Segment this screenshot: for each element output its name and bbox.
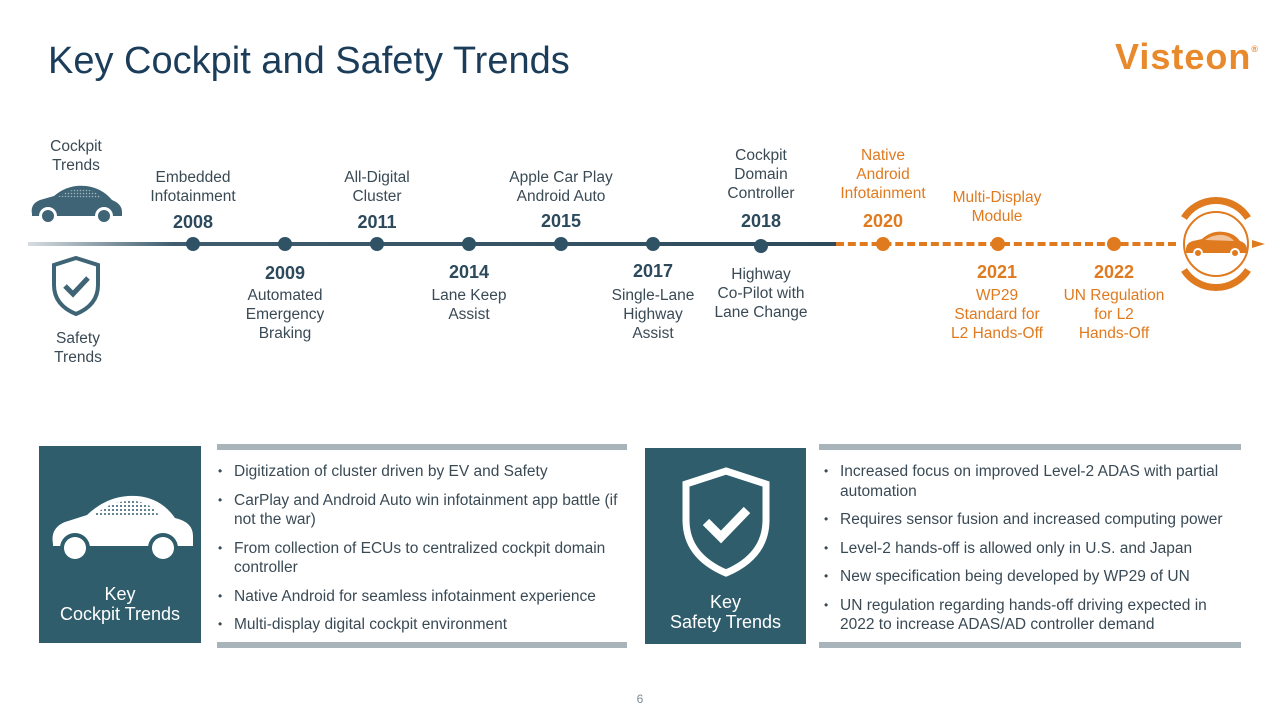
- milestone-year: 2015: [540, 211, 582, 231]
- milestone-label: Automated Emergency Braking: [245, 287, 325, 342]
- shield-icon: [680, 466, 772, 578]
- page-number: 6: [636, 692, 644, 706]
- safety-bottom-bar: [819, 642, 1241, 648]
- milestone-year: 2014: [448, 262, 490, 282]
- shield-icon: [50, 255, 102, 317]
- timeline-dot-2020: [876, 237, 890, 251]
- car-icon: [47, 484, 195, 566]
- list-item: Increased focus on improved Level-2 ADAS…: [822, 462, 1240, 501]
- timeline-dot-2021: [991, 237, 1005, 251]
- milestone-label: Single-Lane Highway Assist: [611, 287, 695, 342]
- list-item: Level-2 hands-off is allowed only in U.S…: [822, 539, 1240, 559]
- milestone-label: Native Android Infotainment: [840, 147, 926, 202]
- list-item: Native Android for seamless infotainment…: [216, 587, 626, 607]
- milestone-label: Apple Car Play Android Auto: [509, 169, 613, 205]
- list-item: From collection of ECUs to centralized c…: [216, 539, 626, 578]
- timeline-dashed-line: [836, 242, 1176, 246]
- milestone-label: Multi-Display Module: [952, 189, 1042, 225]
- timeline-solid-line: [28, 242, 836, 246]
- cockpit-trends-label: Cockpit Trends: [50, 138, 102, 174]
- safety-trends-box: Key Safety Trends: [645, 448, 806, 644]
- timeline-dot-2014: [462, 237, 476, 251]
- timeline-dot-2022: [1107, 237, 1121, 251]
- list-item: Digitization of cluster driven by EV and…: [216, 462, 626, 482]
- milestone-label: Highway Co-Pilot with Lane Change: [714, 266, 808, 321]
- cockpit-bottom-bar: [217, 642, 627, 648]
- safety-top-bar: [819, 444, 1241, 450]
- cockpit-bullets: Digitization of cluster driven by EV and…: [216, 462, 626, 644]
- car-icon: [28, 180, 124, 226]
- timeline-dot-2017: [646, 237, 660, 251]
- list-item: Requires sensor fusion and increased com…: [822, 510, 1240, 530]
- timeline-dot-2008: [186, 237, 200, 251]
- page-title: Key Cockpit and Safety Trends: [48, 40, 570, 82]
- timeline-dot-2018: [754, 239, 768, 253]
- logo-text: Visteon: [1115, 36, 1252, 77]
- list-item: CarPlay and Android Auto win infotainmen…: [216, 491, 626, 530]
- milestone-label: UN Regulation for L2 Hands-Off: [1063, 287, 1165, 342]
- milestone-year: 2017: [632, 261, 674, 281]
- milestone-year: 2021: [976, 262, 1018, 282]
- milestone-label: All-Digital Cluster: [344, 169, 410, 205]
- logo-registered-mark: ®: [1251, 44, 1260, 54]
- milestone-year: 2011: [357, 212, 397, 232]
- milestone-year: 2022: [1093, 262, 1135, 282]
- visteon-logo: Visteon®: [1115, 36, 1259, 78]
- milestone-year: 2009: [264, 263, 306, 283]
- milestone-label: Embedded Infotainment: [150, 169, 236, 205]
- list-item: New specification being developed by WP2…: [822, 567, 1240, 587]
- milestone-year: 2018: [740, 211, 782, 231]
- milestone-label: Cockpit Domain Controller: [727, 147, 795, 202]
- autonomous-car-icon: [1166, 196, 1266, 292]
- cockpit-box-title: Key Cockpit Trends: [59, 584, 181, 624]
- timeline-dot-2015: [554, 237, 568, 251]
- list-item: UN regulation regarding hands-off drivin…: [822, 596, 1240, 635]
- cockpit-top-bar: [217, 444, 627, 450]
- cockpit-trends-box: Key Cockpit Trends: [39, 446, 201, 643]
- safety-trends-label: Safety Trends: [54, 330, 102, 366]
- milestone-year: 2008: [172, 212, 214, 232]
- timeline-dot-2011: [370, 237, 384, 251]
- milestone-year: 2020: [862, 211, 904, 231]
- safety-bullets: Increased focus on improved Level-2 ADAS…: [822, 462, 1240, 644]
- list-item: Multi-display digital cockpit environmen…: [216, 615, 626, 635]
- safety-box-title: Key Safety Trends: [669, 592, 782, 632]
- milestone-label: WP29 Standard for L2 Hands-Off: [951, 287, 1043, 342]
- timeline-dot-2009: [278, 237, 292, 251]
- milestone-label: Lane Keep Assist: [431, 287, 507, 323]
